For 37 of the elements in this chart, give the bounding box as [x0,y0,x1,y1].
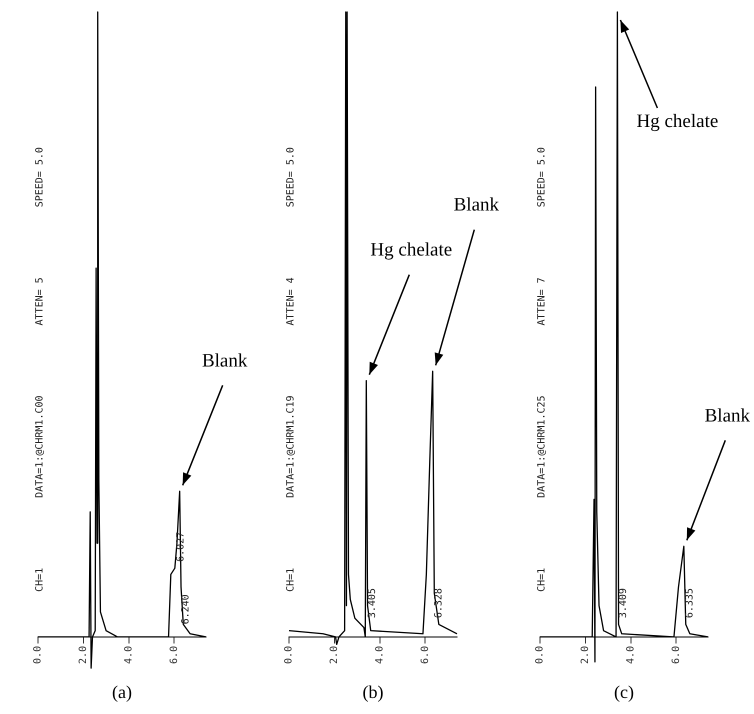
x-tick-label: 4.0 [123,646,134,664]
x-tick-label: 0.0 [284,646,295,664]
annotation: ATTEN= 5 [34,277,46,326]
annotation: CH=1 [536,568,548,592]
annotation: 6.335 [684,588,696,618]
annotation: Blank [704,405,750,426]
x-tick-label: 0.0 [534,646,546,664]
annotation: Blank [454,194,500,216]
x-tick-label: 6.0 [420,646,431,664]
text: (b) [362,682,384,702]
x-tick-label: 6.0 [168,646,180,664]
annotation: DATA=1:@CHRM1.C19 [286,395,297,498]
x-tick-label: 4.0 [374,646,386,664]
annotation: DATA=1:@CHRM1.C00 [34,395,46,498]
annotation: Blank [202,350,248,372]
annotation: SPEED= 5.0 [536,147,548,208]
annotation: SPEED= 5.0 [286,147,297,208]
annotation: 3.409 [618,588,629,618]
annotation: SPEED= 5.0 [34,147,46,208]
annotation: ATTEN= 4 [286,277,297,326]
annotation: CH=1 [34,568,46,592]
annotation: ATTEN= 7 [536,277,548,326]
annotation: DATA=1:@CHRM1.C25 [536,395,548,498]
annotation: Hg chelate [636,110,718,132]
annotation: 6.240 [180,594,192,624]
text: (c) [614,682,634,702]
x-tick-label: 2.0 [580,646,591,664]
annotation: Hg chelate [370,240,452,261]
x-tick-label: 0.0 [32,646,44,664]
annotation: 3.405 [366,588,378,618]
x-tick-label: 4.0 [625,646,636,664]
text: (a) [112,682,132,702]
annotation: CH=1 [286,568,297,592]
x-tick-label: 6.0 [670,646,682,664]
x-tick-label: 2.0 [78,646,89,664]
annotation: 6.328 [433,588,444,618]
x-tick-label: 2.0 [329,646,340,664]
